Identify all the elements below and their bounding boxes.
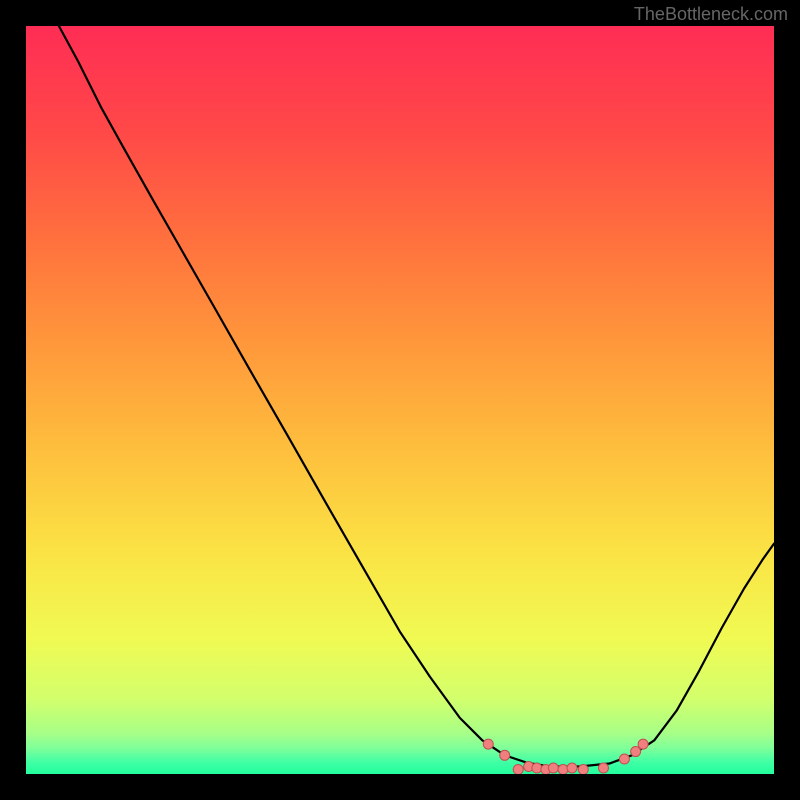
chart [26,26,774,774]
marker-dot [578,765,588,774]
marker-dot [548,763,558,773]
marker-dot [598,763,608,773]
marker-dot [500,750,510,760]
marker-dot [619,754,629,764]
marker-dot [638,739,648,749]
marker-dot [532,763,542,773]
marker-dot [567,763,577,773]
gradient-background [26,26,774,774]
marker-dot [631,747,641,757]
marker-dot [483,739,493,749]
marker-dot [513,765,523,774]
marker-dot [558,765,568,774]
watermark-text: TheBottleneck.com [634,4,788,25]
